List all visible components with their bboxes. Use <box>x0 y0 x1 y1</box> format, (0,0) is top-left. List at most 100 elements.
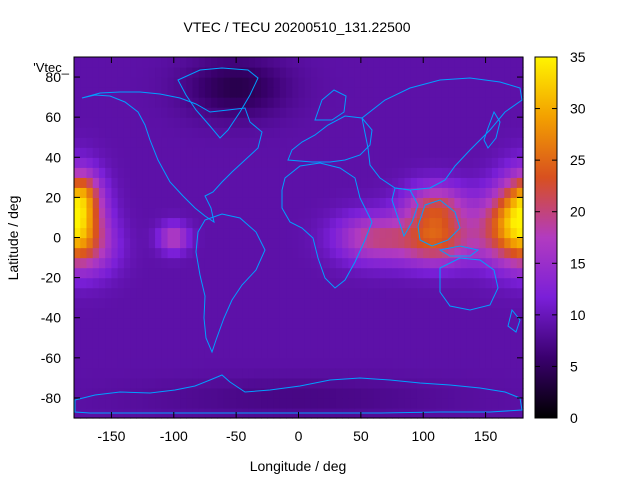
heatmap-cell <box>248 197 256 209</box>
heatmap-cell <box>261 177 268 188</box>
heatmap-cell <box>248 317 256 329</box>
heatmap-cell <box>167 57 175 68</box>
heatmap-cell <box>360 197 368 209</box>
heatmap-cell <box>441 77 449 88</box>
heatmap-cell <box>367 227 374 239</box>
heatmap-cell <box>111 287 119 299</box>
heatmap-cell <box>192 227 200 239</box>
heatmap-cell <box>167 307 175 319</box>
heatmap-cell <box>267 277 275 289</box>
heatmap-cell <box>248 287 256 299</box>
heatmap-cell <box>485 137 493 148</box>
heatmap-cell <box>441 127 449 138</box>
heatmap-cell <box>142 197 150 209</box>
heatmap-cell <box>192 327 200 339</box>
heatmap-cell <box>136 357 144 369</box>
heatmap-cell <box>292 327 300 339</box>
heatmap-cell <box>105 177 113 188</box>
heatmap-cell <box>323 67 331 78</box>
heatmap-cell <box>441 177 449 188</box>
heatmap-cell <box>329 397 337 409</box>
heatmap-cell <box>111 257 119 269</box>
heatmap-cell <box>435 377 443 389</box>
heatmap-cell <box>229 347 237 359</box>
heatmap-cell <box>460 337 468 349</box>
heatmap-cell <box>279 327 287 339</box>
heatmap-cell <box>510 57 518 68</box>
heatmap-cell <box>373 157 381 168</box>
heatmap-cell <box>342 147 349 158</box>
heatmap-cell <box>223 207 231 219</box>
heatmap-cell <box>335 117 343 128</box>
heatmap-cell <box>217 67 225 78</box>
heatmap-cell <box>223 317 231 329</box>
heatmap-cell <box>74 277 81 289</box>
heatmap-cell <box>286 237 293 249</box>
heatmap-cell <box>485 217 493 229</box>
heatmap-cell <box>236 147 243 158</box>
heatmap-cell <box>491 137 499 148</box>
heatmap-cell <box>441 137 449 148</box>
heatmap-cell <box>74 147 81 158</box>
heatmap-cell <box>242 177 250 188</box>
heatmap-cell <box>448 237 456 249</box>
heatmap-cell <box>204 207 212 219</box>
heatmap-cell <box>98 197 106 209</box>
heatmap-cell <box>254 367 262 379</box>
heatmap-cell <box>460 347 468 359</box>
heatmap-cell <box>410 307 418 319</box>
heatmap-cell <box>148 147 156 158</box>
heatmap-cell <box>392 277 399 289</box>
heatmap-cell <box>379 57 387 68</box>
heatmap-cell <box>479 267 487 279</box>
heatmap-cell <box>310 87 318 98</box>
heatmap-cell <box>148 167 156 178</box>
heatmap-cell <box>466 307 474 319</box>
heatmap-cell <box>373 117 381 128</box>
heatmap-cell <box>161 387 169 399</box>
heatmap-cell <box>454 207 462 219</box>
heatmap-cell <box>454 287 462 299</box>
heatmap-cell <box>410 387 418 399</box>
heatmap-cell <box>335 237 343 249</box>
heatmap-cell <box>130 277 137 289</box>
heatmap-cell <box>123 387 131 399</box>
heatmap-cell <box>86 287 94 299</box>
heatmap-cell <box>211 97 219 108</box>
heatmap-cell <box>286 357 293 369</box>
heatmap-cell <box>510 157 518 168</box>
heatmap-cell <box>217 77 225 88</box>
heatmap-cell <box>254 97 262 108</box>
heatmap-cell <box>323 357 331 369</box>
heatmap-cell <box>485 147 493 158</box>
heatmap-cell <box>242 247 250 259</box>
heatmap-cell <box>367 147 374 158</box>
heatmap-cell <box>123 137 131 148</box>
heatmap-cell <box>335 197 343 209</box>
heatmap-cell <box>155 247 162 259</box>
heatmap-cell <box>498 227 505 239</box>
heatmap-cell <box>479 327 487 339</box>
heatmap-cell <box>229 317 237 329</box>
heatmap-cell <box>367 267 374 279</box>
heatmap-cell <box>248 57 256 68</box>
heatmap-cell <box>454 397 462 409</box>
heatmap-cell <box>123 77 131 88</box>
heatmap-cell <box>317 397 325 409</box>
heatmap-cell <box>86 67 94 78</box>
heatmap-cell <box>479 147 487 158</box>
heatmap-cell <box>111 97 119 108</box>
heatmap-cell <box>510 237 518 249</box>
heatmap-cell <box>367 167 374 178</box>
heatmap-cell <box>74 347 81 359</box>
heatmap-cell <box>479 117 487 128</box>
heatmap-cell <box>279 277 287 289</box>
heatmap-cell <box>273 357 281 369</box>
heatmap-cell <box>117 347 125 359</box>
heatmap-cell <box>80 137 88 148</box>
heatmap-cell <box>80 277 88 289</box>
heatmap-cell <box>211 367 219 379</box>
heatmap-cell <box>466 227 474 239</box>
heatmap-cell <box>273 207 281 219</box>
